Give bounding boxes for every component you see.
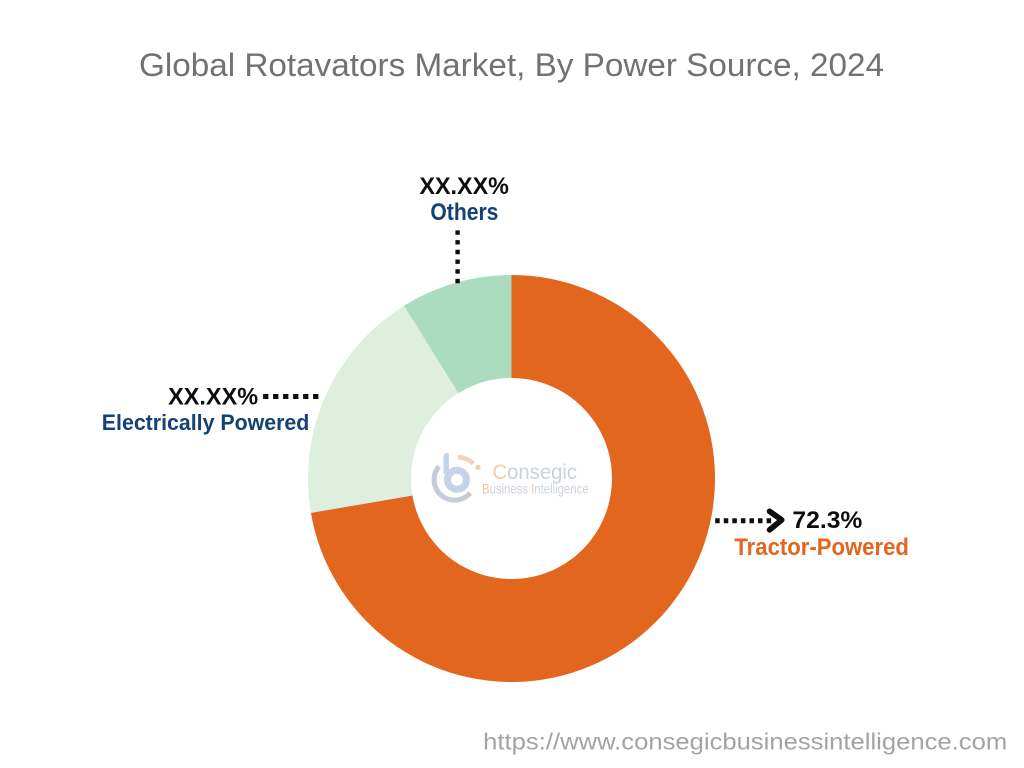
svg-text:Business Intelligence: Business Intelligence: [482, 481, 589, 497]
svg-text:XX.XX%: XX.XX%: [419, 173, 509, 200]
svg-text:Tractor-Powered: Tractor-Powered: [734, 534, 909, 561]
svg-text:Others: Others: [430, 199, 498, 226]
svg-text:XX.XX%: XX.XX%: [168, 384, 258, 411]
svg-text:Global Rotavators Market, By P: Global Rotavators Market, By Power Sourc…: [139, 47, 884, 83]
svg-text:Consegic: Consegic: [493, 461, 578, 484]
svg-text:https://www.consegicbusinessin: https://www.consegicbusinessintelligence…: [483, 729, 1007, 755]
svg-text:72.3%: 72.3%: [792, 507, 862, 534]
svg-text:Electrically Powered: Electrically Powered: [102, 410, 309, 435]
